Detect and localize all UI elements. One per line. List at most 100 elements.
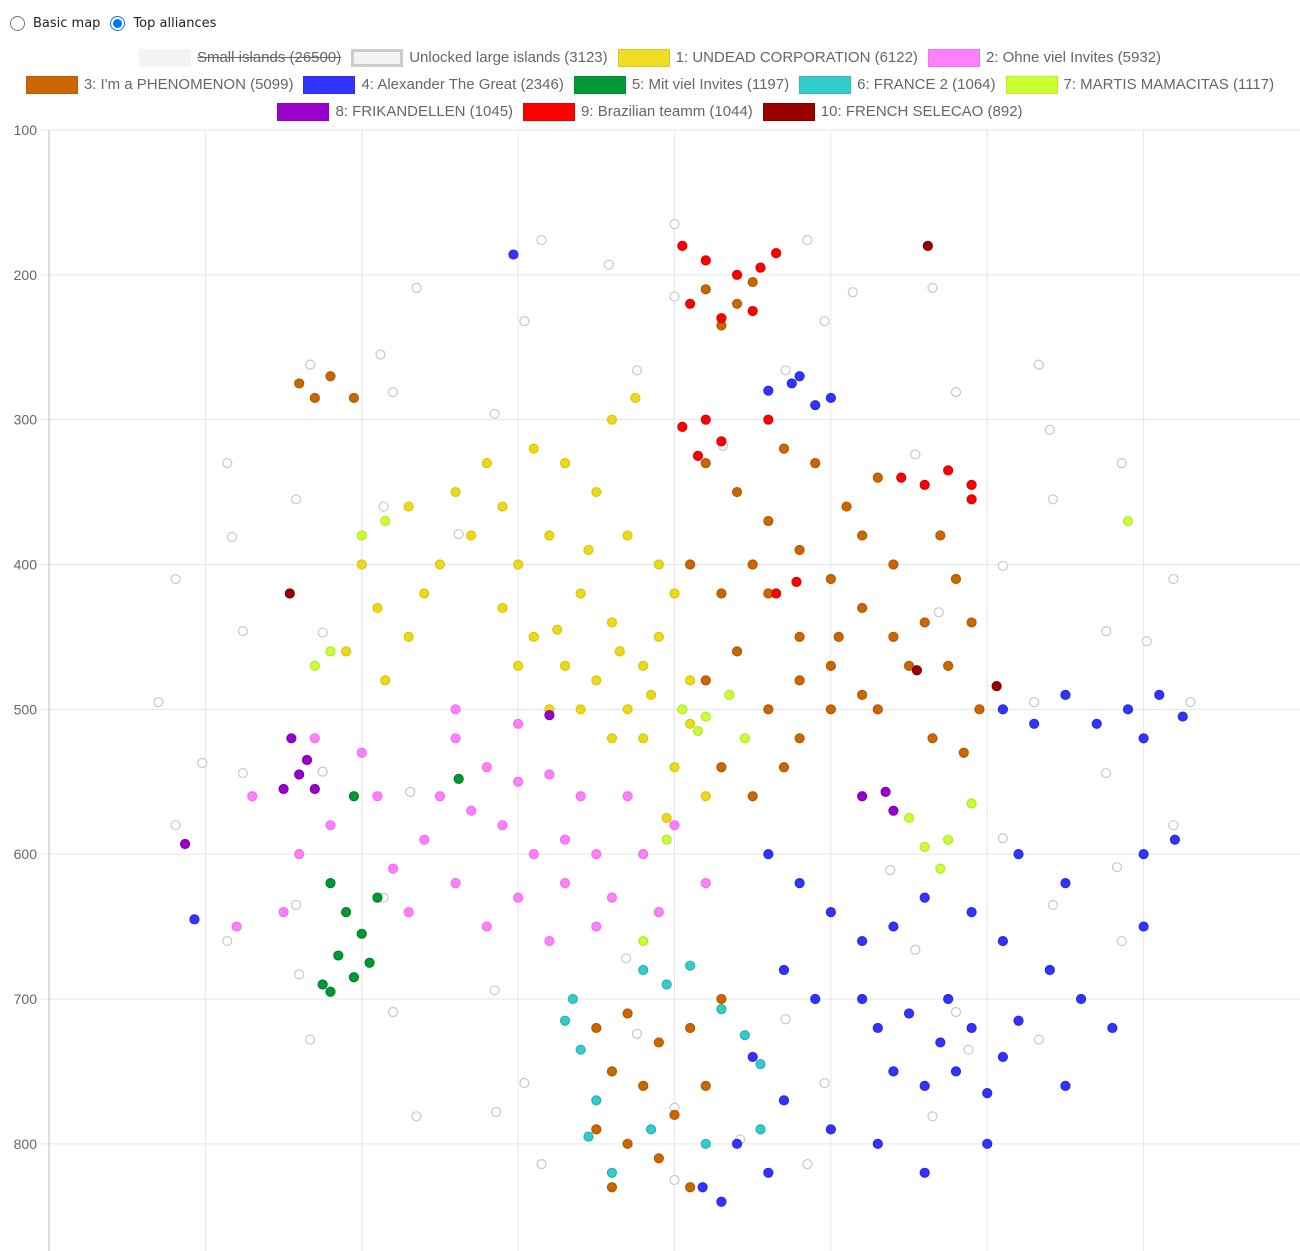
data-point[interactable] [222,458,233,469]
data-point[interactable] [528,443,539,454]
data-point[interactable] [825,392,836,404]
data-point[interactable] [1141,636,1152,647]
data-point[interactable] [872,1022,883,1034]
data-point[interactable] [237,767,249,779]
data-point[interactable] [669,588,680,599]
data-point[interactable] [966,1022,977,1034]
data-point[interactable] [638,964,649,976]
data-point[interactable] [747,305,758,317]
data-point[interactable] [405,786,416,797]
data-point[interactable] [943,660,954,671]
data-point[interactable] [872,704,883,715]
data-point[interactable] [919,1080,930,1091]
data-point[interactable] [700,458,711,469]
data-point[interactable] [919,479,930,490]
data-point[interactable] [716,436,727,447]
data-point[interactable] [290,494,302,505]
data-point[interactable] [966,617,977,628]
data-point[interactable] [603,259,614,270]
data-point[interactable] [700,675,711,686]
data-point[interactable] [591,921,602,932]
data-point[interactable] [963,1044,974,1055]
data-point[interactable] [896,472,907,483]
data-point[interactable] [1060,689,1071,700]
data-point[interactable] [544,530,555,541]
data-point[interactable] [1060,1080,1071,1091]
data-point[interactable] [991,681,1002,692]
data-point[interactable] [661,979,672,990]
data-point[interactable] [575,704,586,715]
data-point[interactable] [700,414,711,425]
data-point[interactable] [958,747,969,758]
data-point[interactable] [685,960,696,971]
legend-item-5[interactable]: 5: Mit viel Invites (1197) [573,75,789,94]
data-point[interactable] [284,588,295,599]
data-point[interactable] [1111,862,1123,873]
data-point[interactable] [700,878,711,889]
data-point[interactable] [1138,849,1149,860]
data-point[interactable] [872,472,883,483]
data-point[interactable] [841,501,852,512]
data-point[interactable] [294,769,305,780]
data-point[interactable] [997,833,1008,844]
data-point[interactable] [927,1111,938,1122]
data-point[interactable] [317,979,328,990]
data-point[interactable] [278,783,289,795]
data-point[interactable] [481,458,492,469]
data-point[interactable] [544,935,555,947]
data-point[interactable] [911,665,922,676]
data-point[interactable] [1100,626,1112,637]
data-point[interactable] [1047,899,1059,910]
data-point[interactable] [305,359,316,370]
data-point[interactable] [559,834,571,845]
data-point[interactable] [309,392,320,404]
data-point[interactable] [692,450,704,461]
data-point[interactable] [513,776,524,787]
data-point[interactable] [559,458,571,469]
data-point[interactable] [935,863,946,874]
data-point[interactable] [622,1008,633,1019]
data-point[interactable] [872,1138,883,1149]
data-point[interactable] [794,544,805,556]
data-point[interactable] [348,392,360,404]
data-point[interactable] [372,791,383,802]
data-point[interactable] [794,675,805,686]
data-point[interactable] [716,1004,727,1015]
data-point[interactable] [403,631,414,643]
data-point[interactable] [380,675,391,686]
data-point[interactable] [685,718,696,729]
data-point[interactable] [935,1037,946,1048]
data-point[interactable] [763,1167,774,1178]
data-point[interactable] [731,646,743,657]
data-point[interactable] [309,783,320,795]
data-point[interactable] [747,791,758,802]
data-point[interactable] [716,313,727,324]
data-point[interactable] [763,414,774,425]
legend-item-unlocked-large-islands[interactable]: Unlocked large islands (3123) [351,48,608,67]
data-point[interactable] [700,284,711,295]
data-point[interactable] [622,791,633,802]
legend-item-7[interactable]: 7: MARTIS MAMACITAS (1117) [1005,75,1274,94]
data-point[interactable] [1138,733,1149,744]
data-point[interactable] [606,733,618,744]
data-point[interactable] [466,805,477,816]
data-point[interactable] [544,710,555,721]
data-point[interactable] [606,1182,618,1193]
data-point[interactable] [528,631,539,643]
data-point[interactable] [606,414,618,425]
data-point[interactable] [794,631,805,643]
data-point[interactable] [497,602,508,614]
data-point[interactable] [653,631,664,643]
data-point[interactable] [317,627,328,638]
data-point[interactable] [348,972,360,983]
data-point[interactable] [453,528,464,540]
data-point[interactable] [802,234,813,246]
data-point[interactable] [685,559,696,570]
data-point[interactable] [237,626,249,637]
data-point[interactable] [622,1138,633,1149]
data-point[interactable] [466,530,477,541]
data-point[interactable] [747,559,758,570]
data-point[interactable] [778,964,790,976]
data-point[interactable] [700,711,711,722]
data-point[interactable] [771,248,782,259]
